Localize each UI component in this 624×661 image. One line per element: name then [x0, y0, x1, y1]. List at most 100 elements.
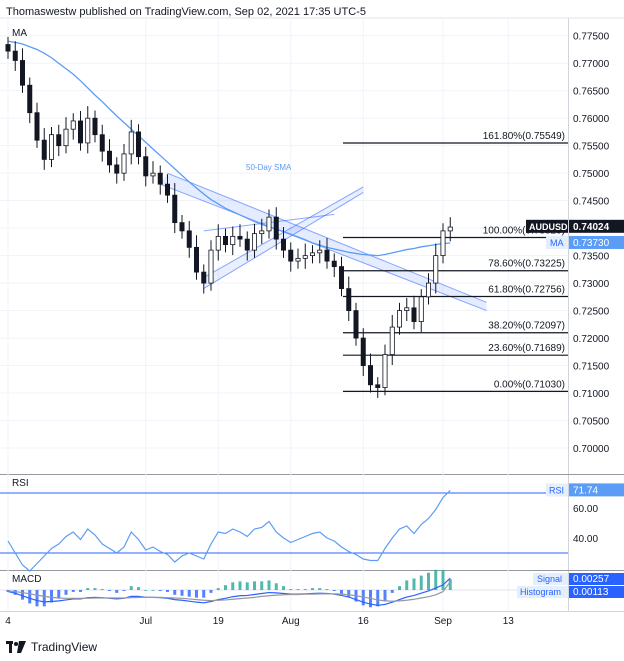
- candle[interactable]: [92, 117, 98, 136]
- macd-histogram-bar[interactable]: [231, 582, 235, 590]
- candle[interactable]: [157, 172, 163, 185]
- candle[interactable]: [367, 365, 373, 386]
- macd-histogram-bar[interactable]: [318, 588, 322, 590]
- macd-histogram-bar[interactable]: [448, 579, 452, 590]
- macd-histogram-bar[interactable]: [64, 590, 68, 595]
- candle[interactable]: [389, 326, 395, 355]
- macd-histogram-bar[interactable]: [129, 586, 133, 590]
- macd-histogram-bar[interactable]: [108, 590, 111, 591]
- macd-histogram-bar[interactable]: [224, 585, 227, 590]
- rsi-tag[interactable]: [546, 483, 568, 497]
- macd-histogram-bar[interactable]: [71, 590, 75, 592]
- macd-histogram-bar[interactable]: [289, 589, 293, 590]
- macd-histogram-bar[interactable]: [100, 589, 104, 590]
- candle[interactable]: [121, 153, 127, 174]
- macd-histogram-bar[interactable]: [50, 590, 53, 603]
- candle[interactable]: [135, 131, 141, 158]
- candle[interactable]: [375, 384, 381, 388]
- histogram-tag[interactable]: [517, 586, 568, 598]
- candle[interactable]: [78, 120, 84, 144]
- macd-histogram-bar[interactable]: [303, 589, 307, 590]
- candle[interactable]: [230, 235, 236, 246]
- rsi-series-line[interactable]: [7, 489, 451, 572]
- candle[interactable]: [346, 288, 352, 311]
- macd-histogram-bar[interactable]: [398, 586, 401, 590]
- macd-histogram-bar[interactable]: [325, 589, 329, 590]
- candle[interactable]: [164, 183, 170, 196]
- candle[interactable]: [266, 216, 272, 232]
- candle[interactable]: [179, 222, 185, 232]
- macd-histogram-bar[interactable]: [441, 569, 445, 590]
- macd-histogram-bar[interactable]: [340, 590, 343, 594]
- macd-histogram-bar[interactable]: [209, 590, 213, 593]
- candle[interactable]: [5, 44, 11, 52]
- macd-histogram-bar[interactable]: [195, 590, 198, 598]
- signal-value-tag[interactable]: [569, 573, 624, 585]
- macd-histogram-bar[interactable]: [267, 580, 271, 590]
- candle[interactable]: [273, 216, 279, 240]
- candle[interactable]: [280, 238, 286, 251]
- macd-histogram-bar[interactable]: [144, 590, 148, 591]
- candle[interactable]: [259, 230, 265, 235]
- signal-tag[interactable]: [533, 573, 568, 585]
- candle[interactable]: [143, 156, 149, 177]
- candle[interactable]: [317, 249, 323, 254]
- candle[interactable]: [208, 249, 214, 284]
- candle[interactable]: [433, 255, 439, 284]
- macd-histogram-bar[interactable]: [412, 578, 416, 590]
- candle[interactable]: [324, 249, 330, 262]
- candle[interactable]: [331, 260, 337, 268]
- candle[interactable]: [404, 307, 410, 311]
- candlesticks[interactable]: [5, 36, 453, 398]
- macd-signal-line[interactable]: [7, 581, 451, 602]
- candle[interactable]: [411, 307, 417, 322]
- candle[interactable]: [425, 282, 431, 298]
- candle[interactable]: [186, 230, 192, 248]
- macd-histogram-bar[interactable]: [93, 588, 97, 590]
- candle[interactable]: [382, 354, 388, 388]
- candle[interactable]: [353, 310, 359, 339]
- candle[interactable]: [150, 172, 156, 177]
- histogram-value-tag[interactable]: [569, 586, 624, 598]
- candle[interactable]: [56, 134, 62, 147]
- macd-histogram-bar[interactable]: [347, 590, 351, 597]
- macd-histogram-bar[interactable]: [42, 590, 46, 607]
- macd-histogram-bar[interactable]: [390, 590, 394, 593]
- macd-histogram-bar[interactable]: [405, 580, 409, 590]
- candle[interactable]: [251, 233, 257, 251]
- macd-histogram-bar[interactable]: [151, 590, 155, 591]
- macd-histogram-bar[interactable]: [245, 582, 249, 590]
- macd-histogram-bar[interactable]: [361, 590, 365, 606]
- candle[interactable]: [63, 128, 69, 147]
- macd-histogram-bar[interactable]: [122, 590, 126, 591]
- macd-histogram-bar[interactable]: [137, 587, 140, 590]
- candle[interactable]: [222, 235, 228, 246]
- macd-histogram-bar[interactable]: [79, 590, 82, 592]
- macd-histogram-bar[interactable]: [427, 572, 430, 590]
- candle[interactable]: [302, 255, 308, 259]
- candle[interactable]: [27, 84, 33, 114]
- macd-histogram-bar[interactable]: [166, 590, 169, 592]
- candle[interactable]: [70, 120, 76, 130]
- candle[interactable]: [447, 226, 453, 232]
- macd-histogram-bar[interactable]: [6, 590, 10, 592]
- candle[interactable]: [49, 134, 55, 160]
- candle[interactable]: [338, 266, 344, 290]
- macd-histogram-bar[interactable]: [180, 590, 184, 596]
- candle[interactable]: [237, 235, 243, 240]
- ma-value-tag[interactable]: [569, 235, 624, 249]
- moving-average-line[interactable]: 50-Day SMA: [7, 40, 451, 257]
- candle[interactable]: [128, 131, 134, 155]
- candle[interactable]: [41, 139, 47, 160]
- rsi-value-tag[interactable]: [569, 483, 624, 497]
- candle[interactable]: [34, 112, 40, 141]
- macd-histogram-bar[interactable]: [57, 590, 61, 599]
- candle[interactable]: [309, 252, 315, 257]
- tradingview-logo[interactable]: TradingView: [6, 640, 97, 654]
- macd-histogram-bar[interactable]: [13, 590, 17, 595]
- candle[interactable]: [107, 150, 113, 166]
- rsi-pane[interactable]: 60.00 40.00 RSI 71.74: [0, 483, 624, 572]
- candle[interactable]: [215, 235, 221, 251]
- candle[interactable]: [12, 50, 18, 61]
